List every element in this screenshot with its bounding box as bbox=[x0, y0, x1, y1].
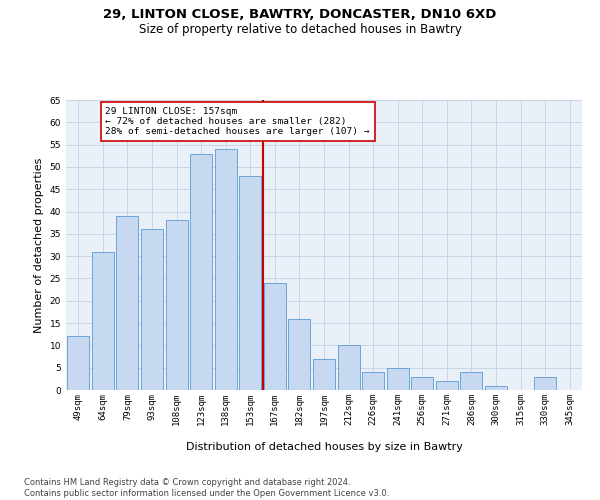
Text: 29 LINTON CLOSE: 157sqm
← 72% of detached houses are smaller (282)
28% of semi-d: 29 LINTON CLOSE: 157sqm ← 72% of detache… bbox=[106, 106, 370, 136]
Bar bbox=[166, 220, 188, 390]
Bar bbox=[362, 372, 384, 390]
Bar bbox=[289, 318, 310, 390]
Bar bbox=[264, 283, 286, 390]
Bar bbox=[534, 376, 556, 390]
Bar bbox=[92, 252, 114, 390]
Bar bbox=[190, 154, 212, 390]
Text: Distribution of detached houses by size in Bawtry: Distribution of detached houses by size … bbox=[185, 442, 463, 452]
Bar bbox=[215, 149, 237, 390]
Text: 29, LINTON CLOSE, BAWTRY, DONCASTER, DN10 6XD: 29, LINTON CLOSE, BAWTRY, DONCASTER, DN1… bbox=[103, 8, 497, 20]
Text: Contains HM Land Registry data © Crown copyright and database right 2024.
Contai: Contains HM Land Registry data © Crown c… bbox=[24, 478, 389, 498]
Bar bbox=[485, 386, 507, 390]
Bar bbox=[141, 230, 163, 390]
Bar bbox=[67, 336, 89, 390]
Bar bbox=[411, 376, 433, 390]
Bar bbox=[239, 176, 262, 390]
Bar bbox=[460, 372, 482, 390]
Text: Size of property relative to detached houses in Bawtry: Size of property relative to detached ho… bbox=[139, 22, 461, 36]
Bar bbox=[386, 368, 409, 390]
Y-axis label: Number of detached properties: Number of detached properties bbox=[34, 158, 44, 332]
Bar bbox=[116, 216, 139, 390]
Bar bbox=[338, 346, 359, 390]
Bar bbox=[436, 381, 458, 390]
Bar bbox=[313, 359, 335, 390]
